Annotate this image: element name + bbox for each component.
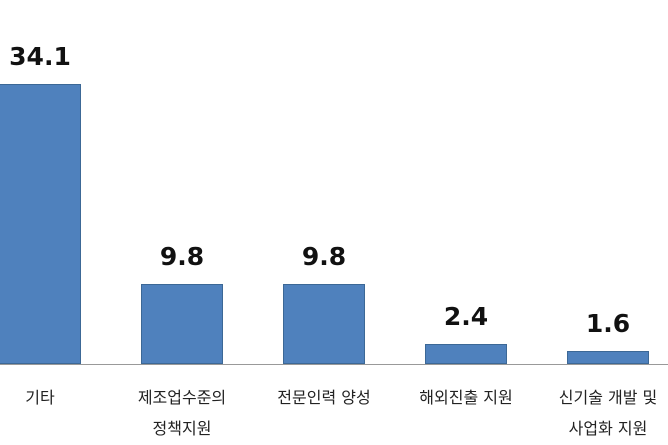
x-tick-label: 해외진출 지원 — [419, 388, 513, 407]
data-label: 1.6 — [585, 308, 631, 338]
bar — [567, 350, 649, 364]
bar — [141, 283, 223, 364]
data-label: 34.1 — [9, 42, 71, 71]
bar — [0, 84, 81, 364]
data-label: 2.4 — [443, 302, 489, 332]
x-axis-line — [0, 364, 668, 365]
x-tick-label: 전문인력 양성 — [277, 388, 371, 407]
x-tick-label: 기타 — [25, 388, 55, 407]
data-label: 9.8 — [159, 241, 205, 271]
bar — [283, 283, 365, 364]
data-label: 9.8 — [301, 241, 347, 271]
x-tick-label: 제조업수준의 정책지원 — [137, 388, 227, 438]
x-tick-label: 신기술 개발 및 사업화 지원 — [558, 388, 658, 438]
bar — [425, 344, 507, 364]
